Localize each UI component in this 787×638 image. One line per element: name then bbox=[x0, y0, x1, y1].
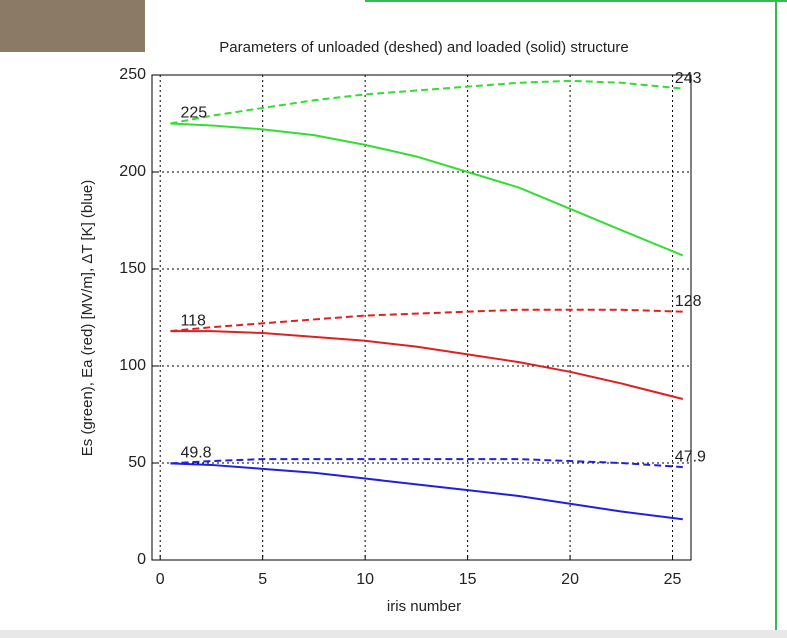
value-label: 118 bbox=[180, 312, 206, 329]
photo-fragment bbox=[0, 0, 145, 52]
series-line bbox=[170, 122, 684, 257]
series-line bbox=[170, 462, 683, 521]
y-tick-label: 150 bbox=[119, 260, 146, 277]
series-line bbox=[170, 330, 684, 400]
value-label: 47.9 bbox=[675, 448, 706, 465]
x-tick-label: 25 bbox=[664, 571, 682, 588]
series-line bbox=[170, 79, 683, 125]
value-label: 49.8 bbox=[180, 445, 211, 462]
value-label: 128 bbox=[675, 293, 702, 310]
series-line bbox=[170, 458, 683, 469]
x-tick-label: 5 bbox=[258, 571, 267, 588]
x-tick-label: 15 bbox=[459, 571, 477, 588]
plot-area bbox=[151, 74, 692, 561]
value-label: 225 bbox=[180, 105, 207, 122]
chart-title: Parameters of unloaded (deshed) and load… bbox=[219, 39, 628, 56]
y-tick-label: 100 bbox=[119, 357, 146, 374]
series-line bbox=[170, 308, 683, 333]
bottom-strip bbox=[0, 630, 787, 638]
y-tick-label: 200 bbox=[119, 163, 146, 180]
y-tick-label: 250 bbox=[119, 66, 146, 83]
y-tick-label: 0 bbox=[137, 551, 146, 568]
x-axis-label: iris number bbox=[387, 598, 461, 615]
x-tick-label: 20 bbox=[561, 571, 579, 588]
x-tick-label: 10 bbox=[356, 571, 374, 588]
value-label: 243 bbox=[675, 70, 702, 87]
y-tick-label: 50 bbox=[128, 454, 146, 471]
y-axis-label: Es (green), Ea (red) [MV/m], ΔT [K] (blu… bbox=[79, 180, 96, 456]
x-tick-label: 0 bbox=[156, 571, 165, 588]
